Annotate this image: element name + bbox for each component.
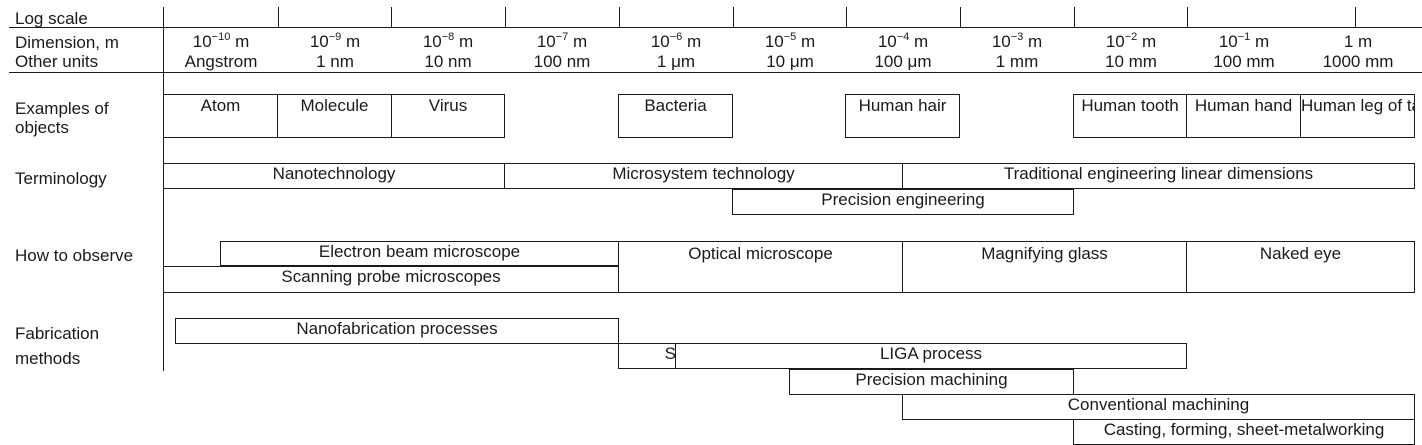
dimension-value: 10−7 m: [536, 31, 588, 52]
scale-tick: [1187, 7, 1188, 27]
fabrication-box: LIGA process: [675, 343, 1187, 369]
scale-column: 10−5 m 10 μm: [740, 32, 840, 72]
other-unit-value: 1 mm: [995, 52, 1039, 71]
dimension-value: 10−6 m: [650, 31, 702, 52]
label-other-units: Other units: [15, 52, 99, 71]
fabrication-box: Casting, forming, sheet-metalworking: [1073, 419, 1415, 445]
observe-box: Scanning probe microscopes: [163, 266, 619, 293]
objects-box: Human hand: [1186, 94, 1301, 138]
label-divider: [163, 7, 164, 371]
scale-column: 10−1 m 100 mm: [1194, 32, 1294, 72]
scale-tick: [505, 7, 506, 27]
dimension-value: 10−4 m: [877, 31, 929, 52]
scale-column: 10−4 m 100 μm: [853, 32, 953, 72]
scale-tick: [733, 7, 734, 27]
dimension-value: 10−3 m: [991, 31, 1043, 52]
dimension-value: 10−9 m: [309, 31, 361, 52]
other-unit-value: 10 nm: [424, 52, 472, 71]
header-bottom-rule: [9, 72, 1422, 73]
objects-box: Molecule: [277, 94, 392, 138]
other-unit-value: 100 mm: [1213, 52, 1275, 71]
other-unit-value: 1 μm: [656, 52, 696, 71]
other-unit-value: 100 nm: [533, 52, 591, 71]
scale-column: 10−8 m 10 nm: [398, 32, 498, 72]
scale-column: 1 m 1000 mm: [1308, 32, 1408, 72]
other-unit-value: 10 μm: [766, 52, 814, 71]
scale-column: 10−2 m 10 mm: [1081, 32, 1181, 72]
terminology-box: Microsystem technology: [504, 163, 903, 189]
label-log-scale: Log scale: [15, 9, 88, 28]
observe-box: Electron beam microscope: [220, 241, 619, 266]
label-examples-line1: Examples of: [15, 99, 109, 118]
scale-tick: [391, 7, 392, 27]
label-terminology: Terminology: [15, 169, 107, 188]
scale-tick: [960, 7, 961, 27]
terminology-box: Nanotechnology: [163, 163, 505, 189]
dimension-value: 10−2 m: [1105, 31, 1157, 52]
scale-tick: [278, 7, 279, 27]
other-unit-value: 100 μm: [874, 52, 932, 71]
objects-box: Atom: [163, 94, 278, 138]
dimension-value: 10−1 m: [1218, 31, 1270, 52]
scale-column: 10−7 m 100 nm: [512, 32, 612, 72]
objects-box: Human tooth: [1073, 94, 1187, 138]
fabrication-box: Nanofabrication processes: [175, 318, 619, 344]
dimension-value: 10−5 m: [764, 31, 816, 52]
fabrication-box: Conventional machining: [902, 394, 1415, 420]
label-examples-line2: objects: [15, 118, 69, 137]
other-unit-value: 1000 mm: [1322, 52, 1394, 71]
observe-box: Naked eye: [1186, 241, 1415, 293]
observe-box: Optical microscope: [618, 241, 903, 293]
label-dimension: Dimension, m: [15, 33, 119, 52]
objects-box: Human hair: [845, 94, 960, 138]
scale-tick: [163, 7, 164, 27]
label-how-to-observe: How to observe: [15, 246, 134, 265]
scale-column: 10−10 m Angstrom: [171, 32, 271, 72]
observe-box: Magnifying glass: [902, 241, 1187, 293]
label-fabrication-line2: methods: [15, 349, 81, 368]
dimension-value: 10−10 m: [192, 31, 250, 52]
other-unit-value: 10 mm: [1105, 52, 1157, 71]
objects-box: Bacteria: [618, 94, 733, 138]
other-unit-value: 1 nm: [316, 52, 354, 71]
scale-tick: [1074, 7, 1075, 27]
objects-box: Virus: [391, 94, 505, 138]
scale-tick: [846, 7, 847, 27]
terminology-box: Precision engineering: [732, 189, 1074, 215]
other-unit-value: Angstrom: [184, 52, 258, 71]
dimension-value: 1 m: [1343, 32, 1373, 51]
dimension-value: 10−8 m: [422, 31, 474, 52]
terminology-box: Traditional engineering linear dimension…: [902, 163, 1415, 189]
objects-box: Human leg of tall man: [1300, 94, 1415, 138]
fabrication-box: Precision machining: [789, 369, 1074, 395]
scale-tick: [1355, 7, 1356, 27]
scale-tick: [619, 7, 620, 27]
header-top-rule: [9, 27, 1422, 28]
label-fabrication-line1: Fabrication: [15, 324, 100, 343]
